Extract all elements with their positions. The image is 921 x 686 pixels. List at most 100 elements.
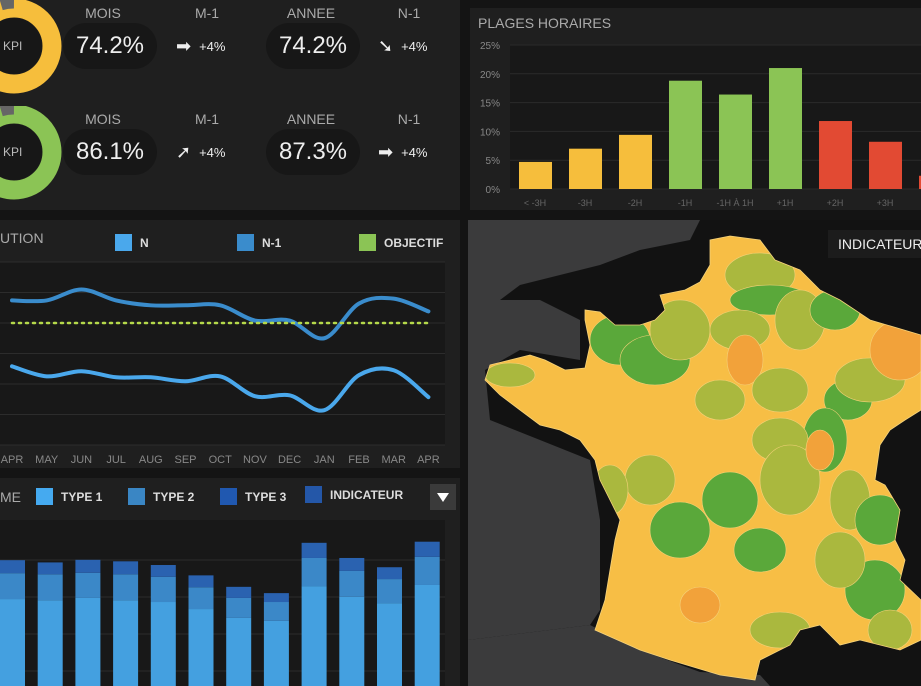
n1-delta: ➘ +4% — [378, 36, 428, 56]
bar-segment-type2 — [150, 576, 176, 603]
bar-segment-type2 — [414, 556, 440, 585]
mois-label: MOIS — [85, 111, 121, 127]
spain-landmass — [468, 625, 770, 686]
bar-segment-type1 — [339, 596, 365, 686]
bar-segment-type3 — [150, 565, 176, 577]
bar — [619, 134, 652, 189]
bar-segment-type1 — [263, 620, 289, 686]
y-tick-label: 0% — [486, 185, 501, 196]
arrow-down-right-icon: ➘ — [378, 36, 394, 56]
map-region — [805, 429, 835, 471]
y-tick-label: 25% — [480, 41, 500, 52]
x-tick-label: -3H — [578, 198, 593, 208]
volume-dropdown-button[interactable] — [430, 484, 456, 510]
y-tick-label: 15% — [480, 99, 500, 110]
bar-segment-type3 — [414, 541, 440, 557]
bar-segment-type2 — [0, 573, 25, 600]
bar-segment-type3 — [301, 542, 327, 558]
legend-objectif[interactable]: OBJECTIF — [359, 234, 443, 251]
x-tick-label: +1H — [777, 198, 794, 208]
y-tick-label: 5% — [486, 156, 501, 167]
x-tick-label: +2H — [827, 198, 844, 208]
arrow-up-right-icon: ➚ — [176, 142, 192, 162]
bar-segment-type1 — [75, 597, 101, 686]
plages-chart: 0% 5% 10% 15% 20% 25% < -3H -3H -2H -1H -1H À 1H +1… — [480, 41, 921, 208]
x-tick-label: APR — [417, 454, 440, 466]
legend-type1[interactable]: TYPE 1 — [36, 488, 102, 505]
x-tick-label: -1H — [678, 198, 693, 208]
bar-segment-type2 — [301, 557, 327, 587]
legend-swatch — [128, 488, 145, 505]
x-tick-label: NOV — [243, 454, 268, 466]
bar-segment-type2 — [37, 574, 63, 601]
bar-segment-type3 — [0, 560, 25, 574]
x-tick-label: AUG — [139, 454, 163, 466]
map-region — [726, 334, 764, 386]
volume-title: ME — [0, 489, 21, 505]
x-tick-label: -2H — [628, 198, 643, 208]
bar-segment-type1 — [0, 599, 25, 686]
bar — [719, 94, 752, 189]
bar-segment-type1 — [414, 584, 440, 686]
bar — [569, 148, 602, 189]
kpi-ring — [0, 0, 62, 94]
n1-label: N-1 — [397, 111, 421, 127]
caret-down-icon — [437, 492, 449, 502]
bar — [819, 121, 852, 189]
annee-value: 87.3% — [266, 129, 360, 175]
bar-segment-type3 — [75, 559, 101, 573]
map-region — [814, 531, 866, 589]
x-tick-label: FEB — [348, 454, 369, 466]
legend-indicateur[interactable]: INDICATEUR — [305, 486, 403, 503]
n1-label: N-1 — [397, 5, 421, 21]
bar-segment-type3 — [377, 567, 402, 580]
annee-label: ANNEE — [286, 5, 336, 21]
evolution-chart: APR MAY JUN JUL AUG SEP OCT NOV DEC JAN FEB MAR APR — [0, 261, 445, 466]
bar-segment-type1 — [188, 609, 214, 686]
m1-delta: ➚ +4% — [176, 142, 226, 162]
bar — [669, 80, 702, 189]
x-tick-label: OCT — [209, 454, 233, 466]
arrow-right-icon: ➡ — [176, 36, 192, 56]
x-tick-label: JUL — [106, 454, 126, 466]
bar-segment-type1 — [37, 600, 63, 686]
bar-segment-type1 — [113, 600, 139, 686]
x-tick-label: +3H — [877, 198, 894, 208]
map-region — [759, 444, 821, 516]
map-region — [624, 454, 676, 506]
kpi-ring-label: KPI — [3, 145, 23, 159]
kpi-ring-label: KPI — [3, 39, 23, 53]
map-region — [733, 527, 787, 573]
volume-chart — [0, 520, 445, 686]
legend-n[interactable]: N — [115, 234, 149, 251]
map-region — [701, 471, 759, 529]
legend-n1[interactable]: N-1 — [237, 234, 281, 251]
mois-label: MOIS — [85, 5, 121, 21]
m1-delta: ➡ +4% — [176, 36, 226, 56]
map-region — [649, 299, 711, 361]
map-region — [751, 367, 809, 413]
legend-swatch — [359, 234, 376, 251]
bar — [919, 175, 921, 189]
evolution-title: UTION — [0, 230, 44, 246]
legend-swatch — [237, 234, 254, 251]
annee-value: 74.2% — [266, 23, 360, 69]
legend-swatch — [36, 488, 53, 505]
bar-segment-type3 — [188, 575, 214, 588]
m1-label: M-1 — [194, 111, 220, 127]
bar-segment-type2 — [339, 570, 365, 597]
plot-area — [0, 520, 445, 686]
france-map[interactable] — [468, 220, 921, 686]
x-tick-label: JAN — [314, 454, 335, 466]
legend-type3[interactable]: TYPE 3 — [220, 488, 286, 505]
bar-segment-type3 — [263, 593, 289, 603]
arrow-right-icon: ➡ — [378, 142, 394, 162]
bar-segment-type3 — [113, 561, 139, 575]
x-tick-label: -1H À 1H — [716, 198, 753, 208]
map-indicateur-label[interactable]: INDICATEUR — [828, 230, 921, 258]
legend-swatch — [220, 488, 237, 505]
bar-segment-type2 — [75, 572, 101, 598]
mois-value: 86.1% — [63, 129, 157, 175]
x-tick-label: MAY — [35, 454, 59, 466]
legend-type2[interactable]: TYPE 2 — [128, 488, 194, 505]
